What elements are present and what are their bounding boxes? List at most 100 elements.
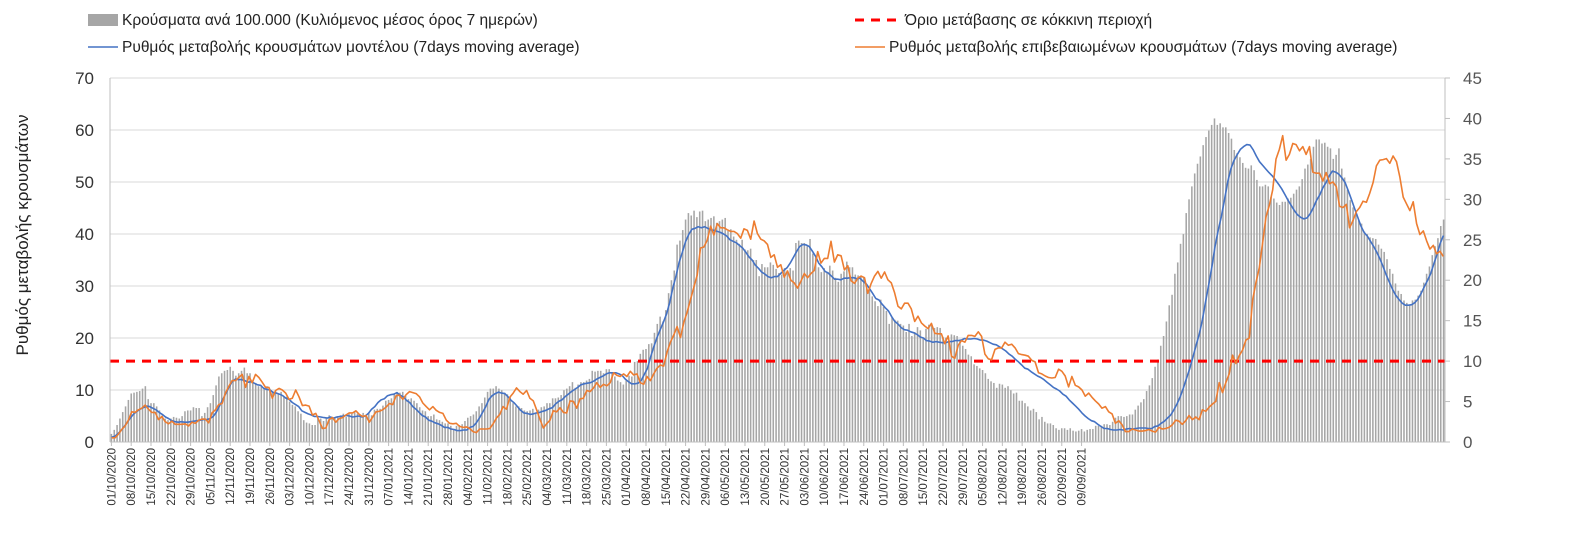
- bar: [956, 336, 958, 442]
- bar: [554, 398, 557, 442]
- bar: [438, 420, 441, 442]
- x-tick-label: 25/02/2021: [522, 448, 534, 506]
- bar: [1185, 213, 1187, 442]
- bar: [1089, 429, 1091, 442]
- bar: [993, 382, 995, 442]
- bar: [1326, 146, 1329, 442]
- bar: [741, 239, 743, 442]
- bar: [1417, 295, 1419, 442]
- bar: [517, 406, 520, 442]
- bar: [995, 387, 998, 442]
- y2-tick-label: 30: [1463, 190, 1482, 209]
- bar: [591, 370, 594, 442]
- x-tick-label: 12/08/2021: [997, 448, 1009, 506]
- bar: [532, 408, 534, 442]
- bar: [1391, 273, 1394, 442]
- bar: [930, 323, 933, 442]
- bar: [899, 323, 902, 442]
- y2-tick-label: 45: [1463, 69, 1482, 88]
- bar: [226, 370, 229, 442]
- bar: [390, 398, 393, 442]
- bar: [1159, 345, 1162, 442]
- bar: [1275, 202, 1278, 442]
- y2-tick-label: 5: [1463, 393, 1472, 412]
- bar: [288, 401, 291, 442]
- bar: [339, 415, 342, 442]
- x-tick-label: 17/12/2020: [324, 448, 336, 506]
- bar: [806, 246, 808, 442]
- bar: [611, 372, 613, 442]
- bar: [458, 425, 461, 442]
- bar: [1058, 429, 1060, 442]
- legend-entry: Όριο μετάβασης σε κόκκινη περιοχή: [904, 12, 1152, 29]
- bar: [461, 424, 463, 442]
- bar: [334, 417, 336, 442]
- bar: [843, 271, 845, 442]
- bar: [489, 388, 492, 442]
- bar: [792, 270, 794, 442]
- bar: [515, 406, 517, 442]
- bar: [1264, 184, 1267, 443]
- bar: [676, 244, 678, 442]
- bar: [1001, 384, 1004, 442]
- bar: [1439, 226, 1442, 442]
- bar: [1060, 428, 1063, 442]
- bar: [1151, 378, 1154, 442]
- bar: [492, 388, 495, 442]
- bar: [294, 406, 297, 442]
- bar: [1188, 199, 1190, 442]
- bar: [667, 293, 670, 442]
- x-tick-label: 01/07/2021: [879, 448, 891, 506]
- bar: [464, 420, 466, 442]
- bar: [523, 410, 526, 442]
- bar: [172, 416, 175, 442]
- bar: [1145, 391, 1148, 442]
- bar: [189, 410, 192, 442]
- y2-tick-label: 40: [1463, 109, 1482, 128]
- bar: [1086, 429, 1088, 442]
- bar: [167, 420, 169, 442]
- y-tick-label: 10: [75, 381, 94, 400]
- bar: [325, 417, 328, 442]
- bar: [161, 415, 164, 442]
- bar: [642, 349, 644, 442]
- bar: [353, 412, 356, 442]
- bar: [1281, 201, 1284, 442]
- bar: [566, 388, 568, 442]
- bar: [701, 210, 704, 442]
- bar: [1230, 138, 1233, 442]
- bar: [1349, 200, 1352, 442]
- bar: [950, 334, 953, 442]
- bar: [472, 414, 475, 442]
- bar: [387, 399, 390, 442]
- bar: [936, 327, 939, 442]
- bar: [520, 408, 523, 442]
- x-tick-label: 25/03/2021: [601, 448, 613, 506]
- bar: [1335, 154, 1337, 442]
- bar: [752, 260, 755, 442]
- bar: [563, 390, 565, 442]
- bar: [1106, 424, 1108, 442]
- bar: [605, 369, 608, 442]
- bar: [713, 216, 715, 442]
- bar: [724, 217, 726, 442]
- bar: [526, 411, 528, 442]
- bar: [769, 262, 772, 442]
- y-tick-label: 20: [75, 329, 94, 348]
- bar: [911, 336, 913, 442]
- bar: [1383, 251, 1385, 442]
- bar: [328, 415, 330, 442]
- bar: [693, 210, 695, 442]
- bar: [653, 332, 656, 442]
- bar: [435, 419, 438, 442]
- bar: [758, 276, 760, 442]
- bar: [1004, 387, 1006, 442]
- bar: [266, 386, 268, 442]
- bar: [800, 243, 803, 442]
- confirmed-line: [111, 134, 1444, 439]
- bar: [121, 412, 124, 442]
- bar: [478, 406, 480, 442]
- bar: [656, 323, 659, 442]
- bar: [424, 411, 427, 442]
